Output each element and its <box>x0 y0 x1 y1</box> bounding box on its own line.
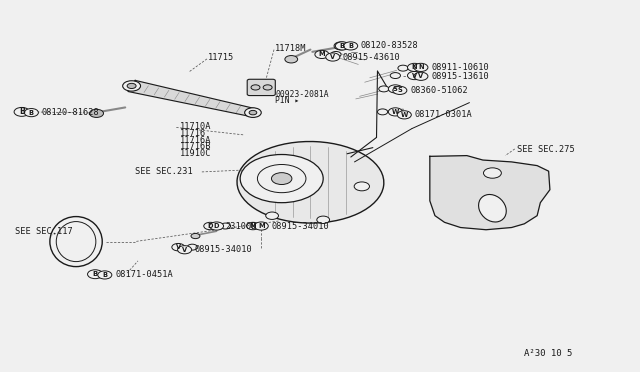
Text: SEE SEC.275: SEE SEC.275 <box>516 145 575 154</box>
Circle shape <box>187 244 197 250</box>
Text: B: B <box>19 108 25 116</box>
Circle shape <box>240 154 323 203</box>
Text: 08915-34010: 08915-34010 <box>271 221 329 231</box>
Text: 08171-0451A: 08171-0451A <box>115 270 173 279</box>
Circle shape <box>172 243 184 251</box>
Text: SEE SEC.117: SEE SEC.117 <box>15 227 72 236</box>
Text: 11716B: 11716B <box>179 142 211 151</box>
Text: B: B <box>348 43 353 49</box>
Text: SEE SEC.231: SEE SEC.231 <box>135 167 193 176</box>
Circle shape <box>14 108 29 116</box>
Ellipse shape <box>50 217 102 267</box>
Circle shape <box>254 222 268 230</box>
Text: D: D <box>214 223 220 229</box>
Text: 11910C: 11910C <box>179 149 211 158</box>
Circle shape <box>335 42 349 50</box>
Circle shape <box>123 81 141 91</box>
Text: B: B <box>93 271 98 277</box>
Circle shape <box>334 42 348 50</box>
Circle shape <box>285 55 298 63</box>
Circle shape <box>220 223 230 229</box>
Circle shape <box>354 182 369 191</box>
Text: B: B <box>29 110 34 116</box>
Circle shape <box>191 234 200 238</box>
Text: N: N <box>412 64 417 70</box>
Text: N: N <box>418 64 424 70</box>
Circle shape <box>249 110 257 115</box>
Circle shape <box>209 222 223 230</box>
Circle shape <box>204 222 216 230</box>
Text: W: W <box>392 109 399 115</box>
Circle shape <box>388 108 403 116</box>
Circle shape <box>397 111 412 119</box>
Circle shape <box>88 270 103 279</box>
Text: 08915-13610: 08915-13610 <box>431 72 489 81</box>
Ellipse shape <box>56 222 96 262</box>
Text: S: S <box>393 86 397 92</box>
Circle shape <box>390 73 401 78</box>
Text: D: D <box>207 223 213 229</box>
Text: 00923-2081A: 00923-2081A <box>275 90 329 99</box>
Text: 11715: 11715 <box>208 52 234 61</box>
Circle shape <box>331 51 341 57</box>
Circle shape <box>246 222 259 230</box>
Circle shape <box>263 85 272 90</box>
Circle shape <box>271 173 292 185</box>
Text: V: V <box>412 73 417 78</box>
Text: V: V <box>182 247 187 253</box>
Text: W: W <box>401 112 408 118</box>
Text: B: B <box>102 272 108 278</box>
Circle shape <box>251 85 260 90</box>
Text: 23100D: 23100D <box>225 221 257 231</box>
Text: M: M <box>319 51 325 57</box>
Text: 08911-10610: 08911-10610 <box>431 63 489 72</box>
Circle shape <box>344 42 358 50</box>
Text: V: V <box>330 54 335 60</box>
Polygon shape <box>128 80 255 116</box>
Circle shape <box>483 168 501 178</box>
Text: 11716: 11716 <box>179 129 205 138</box>
Circle shape <box>317 216 330 224</box>
FancyBboxPatch shape <box>247 79 275 96</box>
Circle shape <box>393 86 407 94</box>
Polygon shape <box>430 155 550 230</box>
Circle shape <box>388 85 403 93</box>
Ellipse shape <box>479 195 506 222</box>
Text: B: B <box>340 43 345 49</box>
Circle shape <box>90 109 104 118</box>
Text: V: V <box>175 244 180 250</box>
Circle shape <box>408 71 422 80</box>
Text: PIN ▸: PIN ▸ <box>275 96 300 105</box>
Circle shape <box>266 212 278 219</box>
Ellipse shape <box>237 141 384 223</box>
Text: 11716A: 11716A <box>179 135 211 145</box>
Circle shape <box>408 63 422 71</box>
Circle shape <box>177 246 191 254</box>
Circle shape <box>414 63 428 71</box>
Circle shape <box>127 83 136 89</box>
Circle shape <box>315 50 329 58</box>
Circle shape <box>326 53 340 61</box>
Circle shape <box>379 86 389 92</box>
Circle shape <box>24 109 38 117</box>
Text: 08360-51062: 08360-51062 <box>410 86 468 95</box>
Text: 08120-81628: 08120-81628 <box>42 108 99 117</box>
Text: S: S <box>397 87 402 93</box>
Text: 08171-0301A: 08171-0301A <box>415 110 472 119</box>
Text: 11710A: 11710A <box>179 122 211 131</box>
Text: M: M <box>250 223 256 229</box>
Circle shape <box>244 108 261 118</box>
Text: 08915-34010: 08915-34010 <box>195 245 253 254</box>
Text: A²30 10 5: A²30 10 5 <box>524 349 573 358</box>
Circle shape <box>378 109 388 115</box>
Circle shape <box>414 72 428 80</box>
Text: V: V <box>419 73 424 79</box>
Text: 08915-43610: 08915-43610 <box>343 52 401 61</box>
Circle shape <box>257 164 306 193</box>
Text: 08120-83528: 08120-83528 <box>361 41 419 51</box>
Circle shape <box>98 271 112 279</box>
Text: M: M <box>258 223 264 229</box>
Text: 11718M: 11718M <box>275 44 307 53</box>
Circle shape <box>398 65 408 71</box>
